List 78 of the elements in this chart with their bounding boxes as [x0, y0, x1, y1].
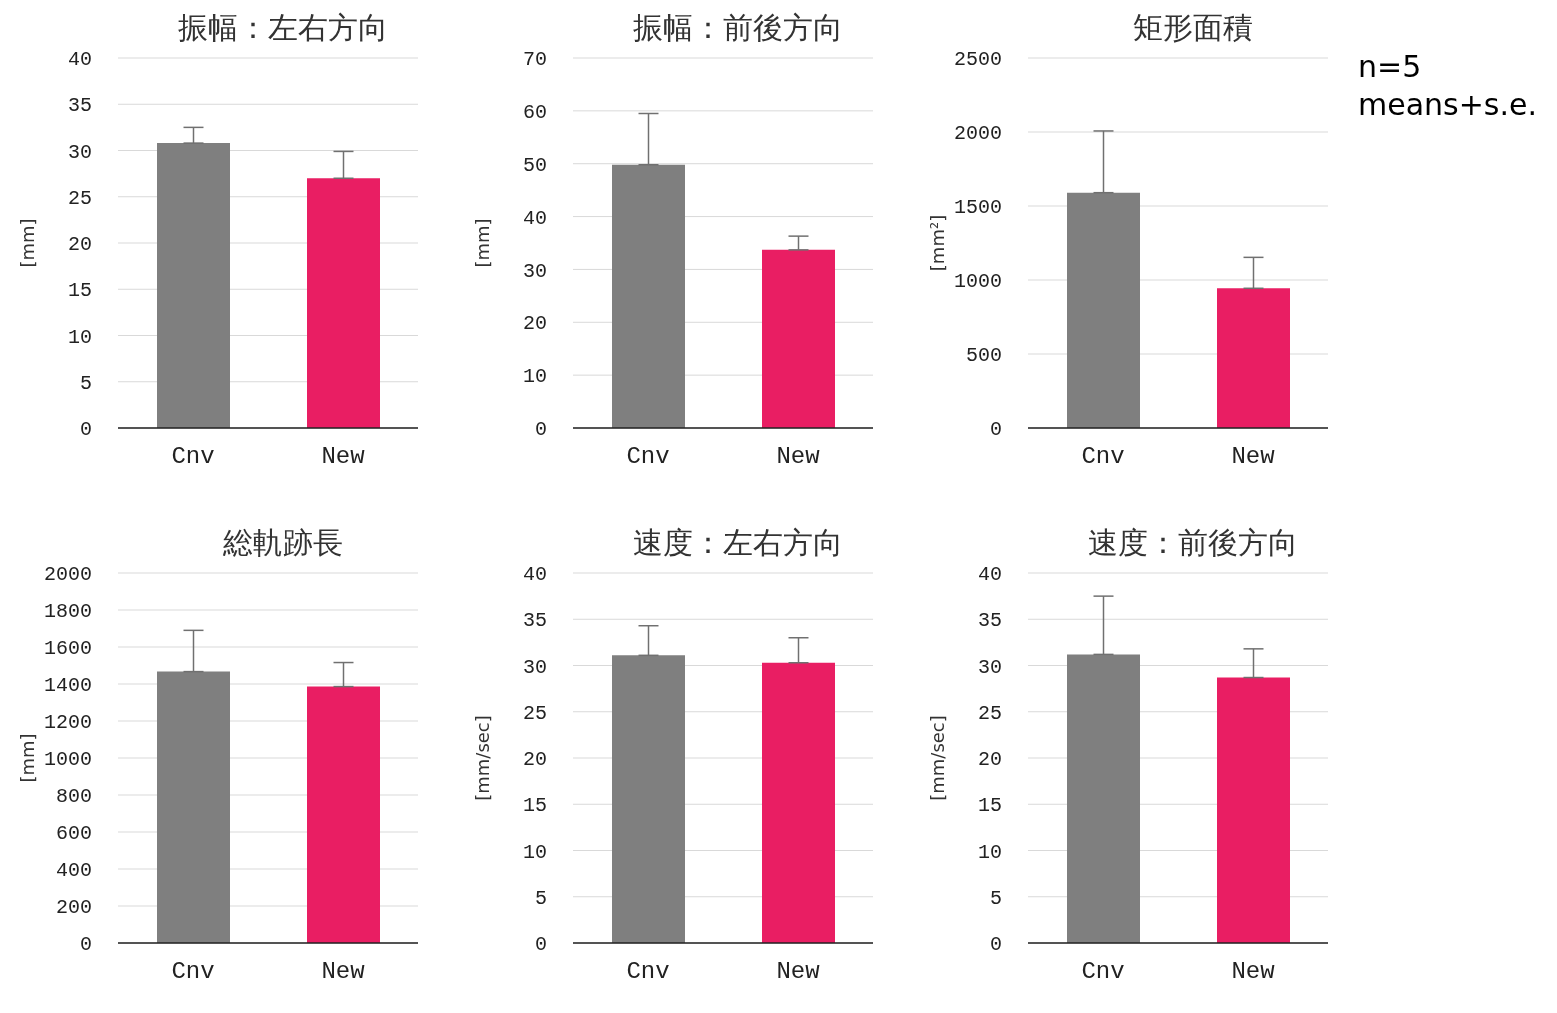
chart-title: 速度：左右方向: [632, 524, 844, 562]
y-tick-label: 20: [522, 312, 547, 336]
y-tick-label: 600: [55, 822, 92, 846]
y-tick-label: 60: [522, 100, 547, 124]
y-tick-label: 25: [522, 701, 547, 725]
y-axis-title: [mm]: [17, 733, 39, 783]
y-tick-label: 30: [977, 655, 1002, 679]
chart-title: 振幅：左右方向: [177, 9, 389, 47]
y-tick-label: 40: [67, 48, 92, 72]
y-tick-label: 35: [977, 609, 1002, 633]
chart-title: 総軌跡長: [222, 524, 344, 562]
x-tick-label: Cnv: [626, 958, 670, 986]
x-tick-label: Cnv: [171, 443, 215, 471]
y-axis-title: [mm/sec]: [472, 715, 494, 801]
y-tick-label: 0: [79, 418, 92, 442]
y-tick-label: 35: [522, 609, 547, 633]
y-tick-label: 0: [534, 418, 547, 442]
y-tick-label: 1600: [43, 637, 92, 661]
y-tick-label: 1400: [43, 674, 92, 698]
y-tick-label: 15: [977, 794, 1002, 818]
y-tick-label: 1000: [953, 270, 1002, 294]
text: n=5: [1358, 48, 1423, 86]
y-tick-label: 20: [67, 233, 92, 257]
x-tick-label: New: [321, 958, 366, 986]
x-tick-label: Cnv: [1081, 958, 1125, 986]
y-tick-label: 25: [67, 186, 92, 210]
y-tick-label: 40: [522, 206, 547, 230]
y-tick-label: 2000: [953, 122, 1002, 146]
y-tick-label: 20: [522, 748, 547, 772]
y-tick-label: 15: [67, 279, 92, 303]
y-tick-label: 0: [534, 933, 547, 957]
y-tick-label: 0: [989, 933, 1002, 957]
x-tick-label: New: [321, 443, 366, 471]
y-tick-label: 2000: [43, 563, 92, 587]
y-tick-label: 40: [522, 563, 547, 587]
y-tick-label: 40: [977, 563, 1002, 587]
chart-title: 矩形面積: [1132, 9, 1254, 47]
x-tick-label: New: [1231, 443, 1276, 471]
y-tick-label: 500: [965, 344, 1002, 368]
y-axis-title: [mm]: [17, 218, 39, 268]
y-tick-label: 0: [79, 933, 92, 957]
y-tick-label: 70: [522, 48, 547, 72]
y-tick-label: 1800: [43, 600, 92, 624]
y-tick-label: 15: [522, 794, 547, 818]
y-tick-label: 35: [67, 94, 92, 118]
x-tick-label: New: [776, 958, 821, 986]
y-tick-label: 1200: [43, 711, 92, 735]
y-tick-label: 200: [55, 896, 92, 920]
x-tick-label: New: [776, 443, 821, 471]
y-tick-label: 10: [522, 840, 547, 864]
y-tick-label: 2500: [953, 48, 1002, 72]
y-tick-label: 0: [989, 418, 1002, 442]
y-tick-label: 30: [522, 655, 547, 679]
y-tick-label: 5: [534, 886, 547, 910]
y-tick-label: 50: [522, 153, 547, 177]
y-tick-label: 1000: [43, 748, 92, 772]
x-tick-label: Cnv: [1081, 443, 1125, 471]
y-tick-label: 10: [67, 325, 92, 349]
y-tick-label: 5: [989, 886, 1002, 910]
text: means+s.e.: [1358, 85, 1538, 123]
y-axis-title: [mm/sec]: [927, 715, 949, 801]
chart-title: 速度：前後方向: [1087, 524, 1299, 562]
y-tick-label: 25: [977, 701, 1002, 725]
y-tick-label: 400: [55, 859, 92, 883]
y-tick-label: 30: [67, 140, 92, 164]
y-tick-label: 800: [55, 785, 92, 809]
y-tick-label: 30: [522, 259, 547, 283]
x-tick-label: Cnv: [171, 958, 215, 986]
y-axis-title: [mm]: [472, 218, 494, 268]
y-tick-label: 10: [977, 840, 1002, 864]
y-tick-label: 10: [522, 365, 547, 389]
y-tick-label: 5: [79, 371, 92, 395]
y-tick-label: 1500: [953, 196, 1002, 220]
x-tick-label: Cnv: [626, 443, 670, 471]
y-axis-title: [mm²]: [927, 214, 949, 272]
y-tick-label: 20: [977, 748, 1002, 772]
x-tick-label: New: [1231, 958, 1276, 986]
chart-title: 振幅：前後方向: [632, 9, 844, 47]
